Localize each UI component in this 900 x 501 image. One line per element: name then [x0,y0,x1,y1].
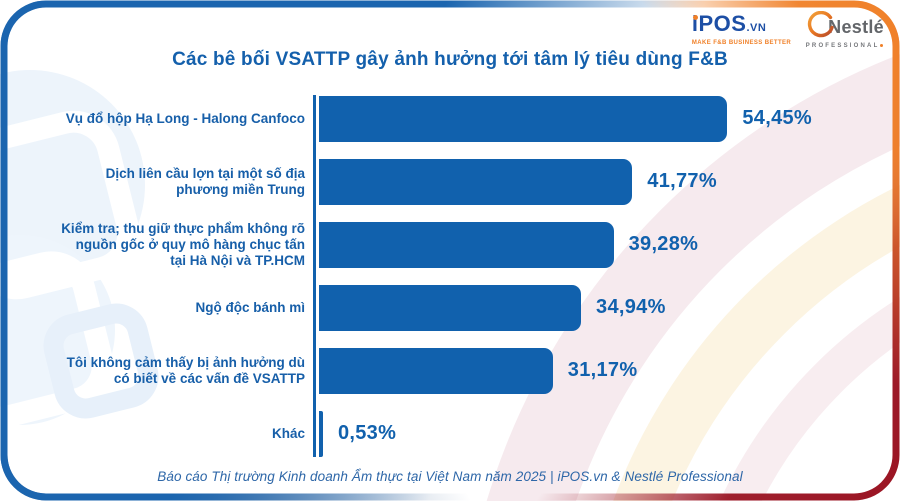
bar [319,347,553,394]
bar [319,284,582,331]
bar-label: Ngộ độc bánh mì [195,299,306,315]
ipos-domain-text: .VN [746,22,767,34]
logo-strip: iPOS.VN MAKE F&B BUSINESS BETTER Nestlé [692,10,884,49]
bar-value: 41,77% [647,170,717,192]
bar-area: 41,77% [316,158,717,205]
nestle-wordmark: Nestlé [828,16,884,37]
bar-label: Dịch liên cầu lợn tại một số địa phương … [105,165,305,197]
bar-label: Kiểm tra; thu giữ thực phẩm không rõ ngu… [61,220,305,268]
ipos-dot-icon [692,15,698,20]
bar [319,410,323,457]
bar-row: Vụ đổ hộp Hạ Long - Halong Canfoco 54,45… [60,95,870,142]
bar-row: Khác 0,53% [60,410,870,457]
bar [319,95,728,142]
bar-value: 31,17% [567,359,638,381]
y-axis-line [313,95,316,457]
nestle-logo: Nestlé PROFESSIONAL [805,10,884,49]
nestle-dot-icon [880,44,884,47]
bar-area: 54,45% [316,95,812,142]
left-pattern-decoration [0,70,159,429]
nestle-professional-text: PROFESSIONAL [805,43,884,49]
bar-area: 31,17% [316,347,637,394]
bar-label: Tôi không cảm thấy bị ảnh hưởng dù có bi… [66,354,305,386]
bar-row: Tôi không cảm thấy bị ảnh hưởng dù có bi… [60,347,870,394]
ipos-wordmark: iPOS.VN [691,11,791,38]
bar-label: Vụ đổ hộp Hạ Long - Halong Canfoco [65,110,305,126]
bar-area: 0,53% [316,410,396,457]
bar-row: Kiểm tra; thu giữ thực phẩm không rõ ngu… [60,221,870,268]
bar-area: 34,94% [316,284,666,331]
bar [319,221,614,268]
ipos-logo: iPOS.VN MAKE F&B BUSINESS BETTER [691,10,792,47]
bar-value: 34,94% [596,296,666,318]
bar-value: 0,53% [337,422,397,444]
bar-label: Khác [271,425,305,441]
bar-value: 54,45% [742,107,813,129]
bar-row: Ngộ độc bánh mì 34,94% [60,284,870,331]
ipos-wordmark-text: iPOS [691,11,747,36]
bar-chart: Vụ đổ hộp Hạ Long - Halong Canfoco 54,45… [60,95,870,457]
ipos-tagline: MAKE F&B BUSINESS BETTER [691,40,792,46]
bar [319,158,633,205]
bar-area: 39,28% [316,221,698,268]
source-caption: Báo cáo Thị trường Kinh doanh Ẩm thực tạ… [157,469,743,484]
bar-value: 39,28% [628,233,699,255]
nestle-swoosh-icon [808,11,834,38]
bar-row: Dịch liên cầu lợn tại một số địa phương … [60,158,870,205]
page-title: Các bê bối VSATTP gây ảnh hưởng tới tâm … [172,49,728,70]
